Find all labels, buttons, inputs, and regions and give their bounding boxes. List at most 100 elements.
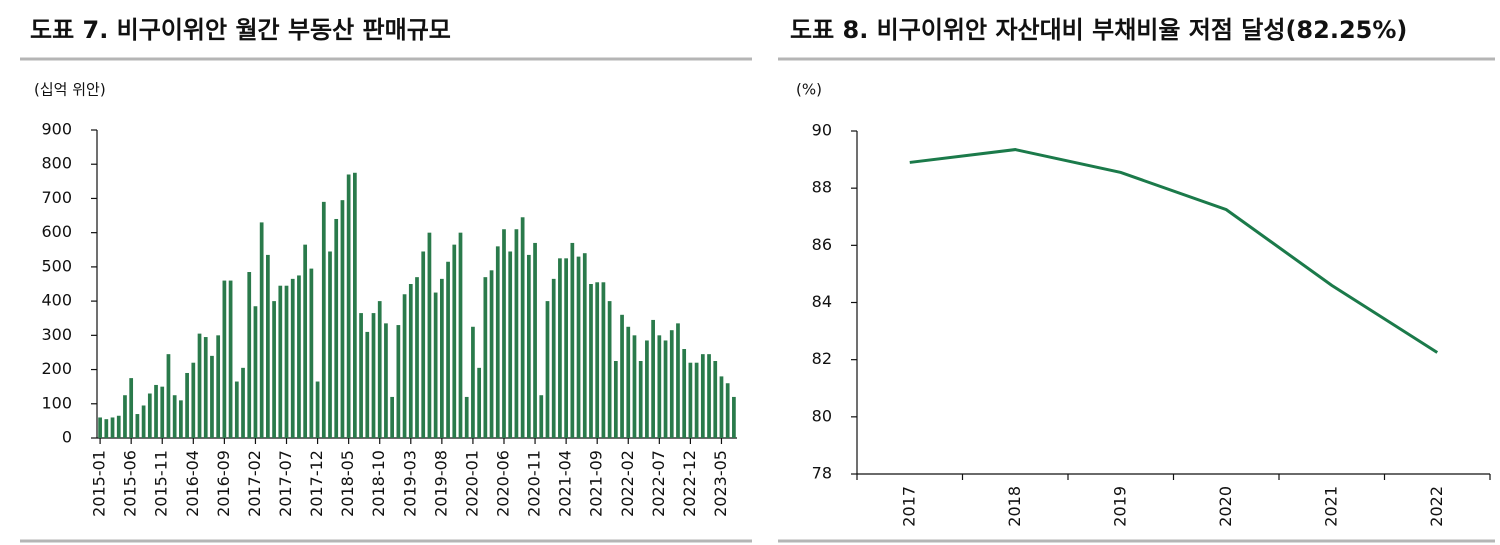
bar (427, 232, 432, 438)
bar (700, 354, 705, 438)
x-tick-label: 2022-12 (680, 450, 699, 517)
bar (725, 383, 730, 438)
line (909, 148, 1439, 354)
bar (707, 354, 711, 438)
y-tick-label: 900 (41, 120, 72, 139)
bar (135, 414, 140, 438)
x-tick-label: 2015-01 (90, 450, 109, 517)
bar (116, 415, 121, 438)
bar (141, 405, 146, 438)
bar (185, 372, 189, 438)
x-tick-label: 2018-05 (338, 450, 357, 517)
bar (166, 354, 171, 438)
bar (284, 285, 289, 438)
bar (340, 200, 345, 438)
x-tick-label: 2021-09 (587, 450, 606, 517)
bar (259, 222, 264, 438)
bar (539, 395, 544, 438)
bar (396, 325, 401, 438)
x-tick-label: 2015-11 (152, 450, 171, 517)
y-tick-label: 88 (812, 178, 832, 197)
bar (309, 268, 314, 438)
unit-label: (십억 위안) (34, 81, 106, 99)
bar (328, 251, 332, 438)
bar (601, 282, 606, 438)
y-tick-label: 90 (812, 121, 832, 140)
bar (551, 278, 556, 438)
bar (402, 294, 407, 438)
x-tick-label: 2022-02 (618, 450, 637, 517)
y-tick-label: 80 (812, 406, 832, 425)
bar (110, 417, 115, 438)
bar (576, 256, 581, 438)
x-tick-label: 2019 (1110, 486, 1129, 527)
bar (315, 381, 320, 438)
bar (278, 285, 283, 438)
x-tick-label: 2020 (1216, 486, 1235, 527)
bar (651, 319, 655, 438)
bar (663, 340, 668, 438)
bar (408, 284, 413, 438)
bar (545, 301, 550, 438)
x-tick-label: 2017-12 (307, 450, 326, 517)
bar (676, 323, 680, 438)
bar (533, 242, 537, 438)
y-tick-label: 84 (812, 292, 832, 311)
bar (290, 278, 295, 438)
y-tick-label: 800 (41, 154, 72, 173)
y-tick-label: 86 (812, 235, 832, 254)
y-tick-label: 78 (812, 464, 832, 483)
y-tick-label: 700 (41, 188, 72, 207)
bar (607, 301, 612, 438)
x-tick-label: 2017 (899, 486, 918, 527)
y-tick-label: 0 (62, 428, 72, 447)
y-tick-label: 100 (41, 393, 72, 412)
bar (645, 340, 649, 438)
y-tick-label: 200 (41, 359, 72, 378)
bar (589, 284, 593, 438)
bar (483, 277, 488, 438)
bar (154, 384, 158, 438)
bar (384, 323, 388, 438)
bar (732, 396, 736, 438)
bar (191, 362, 196, 438)
bar (210, 355, 214, 438)
bar (489, 270, 494, 438)
unit-label: (%) (796, 81, 822, 99)
bar (520, 217, 525, 438)
bar (688, 362, 693, 438)
bar (123, 395, 127, 438)
bar (477, 367, 481, 438)
bar (433, 292, 438, 438)
bar (179, 400, 183, 438)
bar (222, 280, 227, 438)
chart-title: 도표 7. 비구이위안 월간 부동산 판매규모 (30, 16, 451, 44)
bar (203, 337, 208, 438)
x-tick-label: 2018 (1005, 486, 1024, 527)
bar (632, 335, 637, 438)
bar (570, 242, 575, 438)
x-tick-label: 2015-06 (121, 450, 140, 517)
bar (247, 272, 252, 438)
bar (371, 313, 376, 438)
bar (334, 218, 339, 438)
bar (713, 361, 718, 438)
x-tick-label: 2023-05 (711, 450, 730, 517)
x-tick-label: 2019-03 (400, 450, 419, 517)
bar (129, 378, 134, 438)
bar (526, 254, 531, 438)
x-tick-label: 2017-02 (245, 450, 264, 517)
bar (147, 393, 152, 438)
bar (564, 258, 568, 438)
bar (234, 381, 239, 438)
bar (502, 229, 506, 438)
x-tick-label: 2021 (1321, 486, 1340, 527)
y-tick-label: 400 (41, 291, 72, 310)
bar (272, 301, 276, 438)
bar (253, 306, 258, 438)
bar (346, 174, 351, 438)
bar (657, 335, 662, 438)
bar (458, 232, 463, 438)
bar (439, 278, 444, 438)
bar (359, 313, 363, 438)
